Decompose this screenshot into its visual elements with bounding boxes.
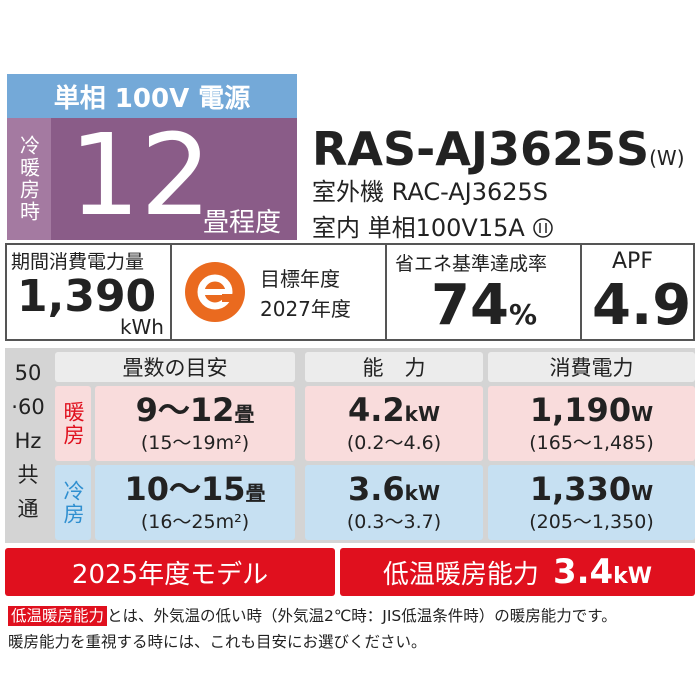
value-main: 4.2 bbox=[347, 391, 405, 429]
rate-unit: % bbox=[508, 298, 537, 331]
target-label: 目標年度 bbox=[260, 267, 340, 291]
value-unit: kW bbox=[404, 481, 441, 505]
model-line: RAS-AJ3625S(W) bbox=[312, 122, 685, 176]
low-temp-band: 低温暖房能力 3.4kW bbox=[340, 548, 695, 596]
capacity-panel: 冷暖房時 12 畳程度 bbox=[7, 112, 297, 240]
target-box: 目標年度 2027年度 bbox=[170, 243, 387, 341]
plug-icon bbox=[533, 218, 554, 238]
apf-value: 4.9 bbox=[592, 273, 692, 338]
value-unit: W bbox=[631, 481, 654, 505]
note-text: とは、外気温の低い時（外気温2℃時：JIS低温条件時）の暖房能力です。 bbox=[107, 607, 617, 625]
apf-label: APF bbox=[612, 249, 653, 274]
value-cell: 4.2kW (0.2～4.6) bbox=[305, 386, 483, 461]
rate-line: 74% bbox=[431, 273, 537, 338]
apf-box: APF 4.9 bbox=[580, 243, 695, 341]
indoor-line: 室内 単相100V15A bbox=[312, 208, 554, 243]
note-line2: 暖房能力を重視する時には、これも目安にお選びください。 bbox=[8, 633, 427, 651]
value-unit: 畳 bbox=[234, 402, 255, 426]
note-tag: 低温暖房能力 bbox=[8, 606, 108, 626]
model-year: 2025年度モデル bbox=[5, 548, 335, 596]
color-code: (W) bbox=[649, 146, 685, 170]
value-cell: 1,190W (165～1,485) bbox=[488, 386, 695, 461]
outdoor-model: 室外機 RAC-AJ3625S bbox=[312, 178, 549, 206]
value-range: (205～1,350) bbox=[529, 511, 654, 533]
low-temp-line: 3.4kW bbox=[553, 552, 652, 592]
value-line: 1,330W bbox=[488, 471, 695, 511]
value-main: 10～15 bbox=[124, 470, 246, 508]
hz-part: ·60 bbox=[11, 395, 45, 419]
value-main: 9～12 bbox=[135, 391, 235, 429]
power-text: 単相 100V 電源 bbox=[53, 83, 251, 114]
column-header: 消費電力 bbox=[488, 352, 695, 382]
spec-table: 50·60 Hz 共通 畳数の目安能 力消費電力 暖房 9～12畳 (15～19m²) 4.… bbox=[5, 348, 695, 543]
value-cell: 9～12畳 (15～19m²) bbox=[95, 386, 295, 461]
value-line: 4.2kW bbox=[305, 392, 483, 432]
tatami-unit: 畳程度 bbox=[203, 208, 282, 238]
model-name: RAS-AJ3625S bbox=[312, 122, 650, 176]
column-header: 畳数の目安 bbox=[55, 352, 295, 382]
value-unit: 畳 bbox=[245, 481, 266, 505]
value-unit: kW bbox=[404, 402, 441, 426]
value-range: (165～1,485) bbox=[529, 432, 654, 454]
value-range: (16～25m²) bbox=[140, 511, 250, 533]
value-range: (0.2～4.6) bbox=[346, 432, 442, 454]
note-line1: 低温暖房能力 とは、外気温の低い時（外気温2℃時：JIS低温条件時）の暖房能力です… bbox=[8, 604, 617, 626]
value-main: 3.6 bbox=[347, 470, 405, 508]
annual-unit: kWh bbox=[119, 315, 164, 339]
annual-value: 1,390 bbox=[17, 271, 157, 322]
value-cell: 10～15畳 (16～25m²) bbox=[95, 465, 295, 540]
value-unit: W bbox=[631, 402, 654, 426]
e-mark bbox=[185, 262, 245, 322]
column-header: 能 力 bbox=[305, 352, 483, 382]
value-main: 1,190 bbox=[529, 391, 632, 429]
row-label: 暖房 bbox=[55, 386, 91, 461]
value-range: (0.3～3.7) bbox=[346, 511, 442, 533]
annual-box: 期間消費電力量 1,390 kWh bbox=[5, 243, 172, 341]
value-line: 3.6kW bbox=[305, 471, 483, 511]
hz-part: 共 bbox=[17, 463, 39, 487]
value-cell: 3.6kW (0.3～3.7) bbox=[305, 465, 483, 540]
mode-label: 冷暖房時 bbox=[7, 118, 51, 240]
value-line: 1,190W bbox=[488, 392, 695, 432]
hz-part: 通 bbox=[17, 497, 39, 521]
hz-part: 50 bbox=[14, 361, 42, 385]
target-year: 2027年度 bbox=[260, 297, 351, 321]
low-temp-unit: kW bbox=[613, 564, 653, 589]
tatami-number: 12 bbox=[69, 111, 212, 241]
row-label: 冷房 bbox=[55, 465, 91, 540]
value-line: 9～12畳 bbox=[95, 392, 295, 432]
rate-label: 省エネ基準達成率 bbox=[395, 253, 548, 275]
hz-part: Hz bbox=[14, 429, 42, 453]
value-line: 10～15畳 bbox=[95, 471, 295, 511]
low-temp-value: 3.4 bbox=[552, 552, 614, 592]
value-range: (15～19m²) bbox=[140, 432, 250, 454]
annual-label: 期間消費電力量 bbox=[11, 251, 145, 273]
low-temp-label: 低温暖房能力 bbox=[382, 559, 539, 590]
hz-label: 50 ·60 Hz 共通 bbox=[5, 356, 51, 526]
power-band: 単相 100V 電源 bbox=[7, 74, 297, 118]
indoor-model: 室内 単相100V15A bbox=[312, 214, 525, 242]
rate-box: 省エネ基準達成率 74% bbox=[385, 243, 582, 341]
value-cell: 1,330W (205～1,350) bbox=[488, 465, 695, 540]
value-main: 1,330 bbox=[529, 470, 632, 508]
rate-value: 74 bbox=[431, 273, 509, 338]
